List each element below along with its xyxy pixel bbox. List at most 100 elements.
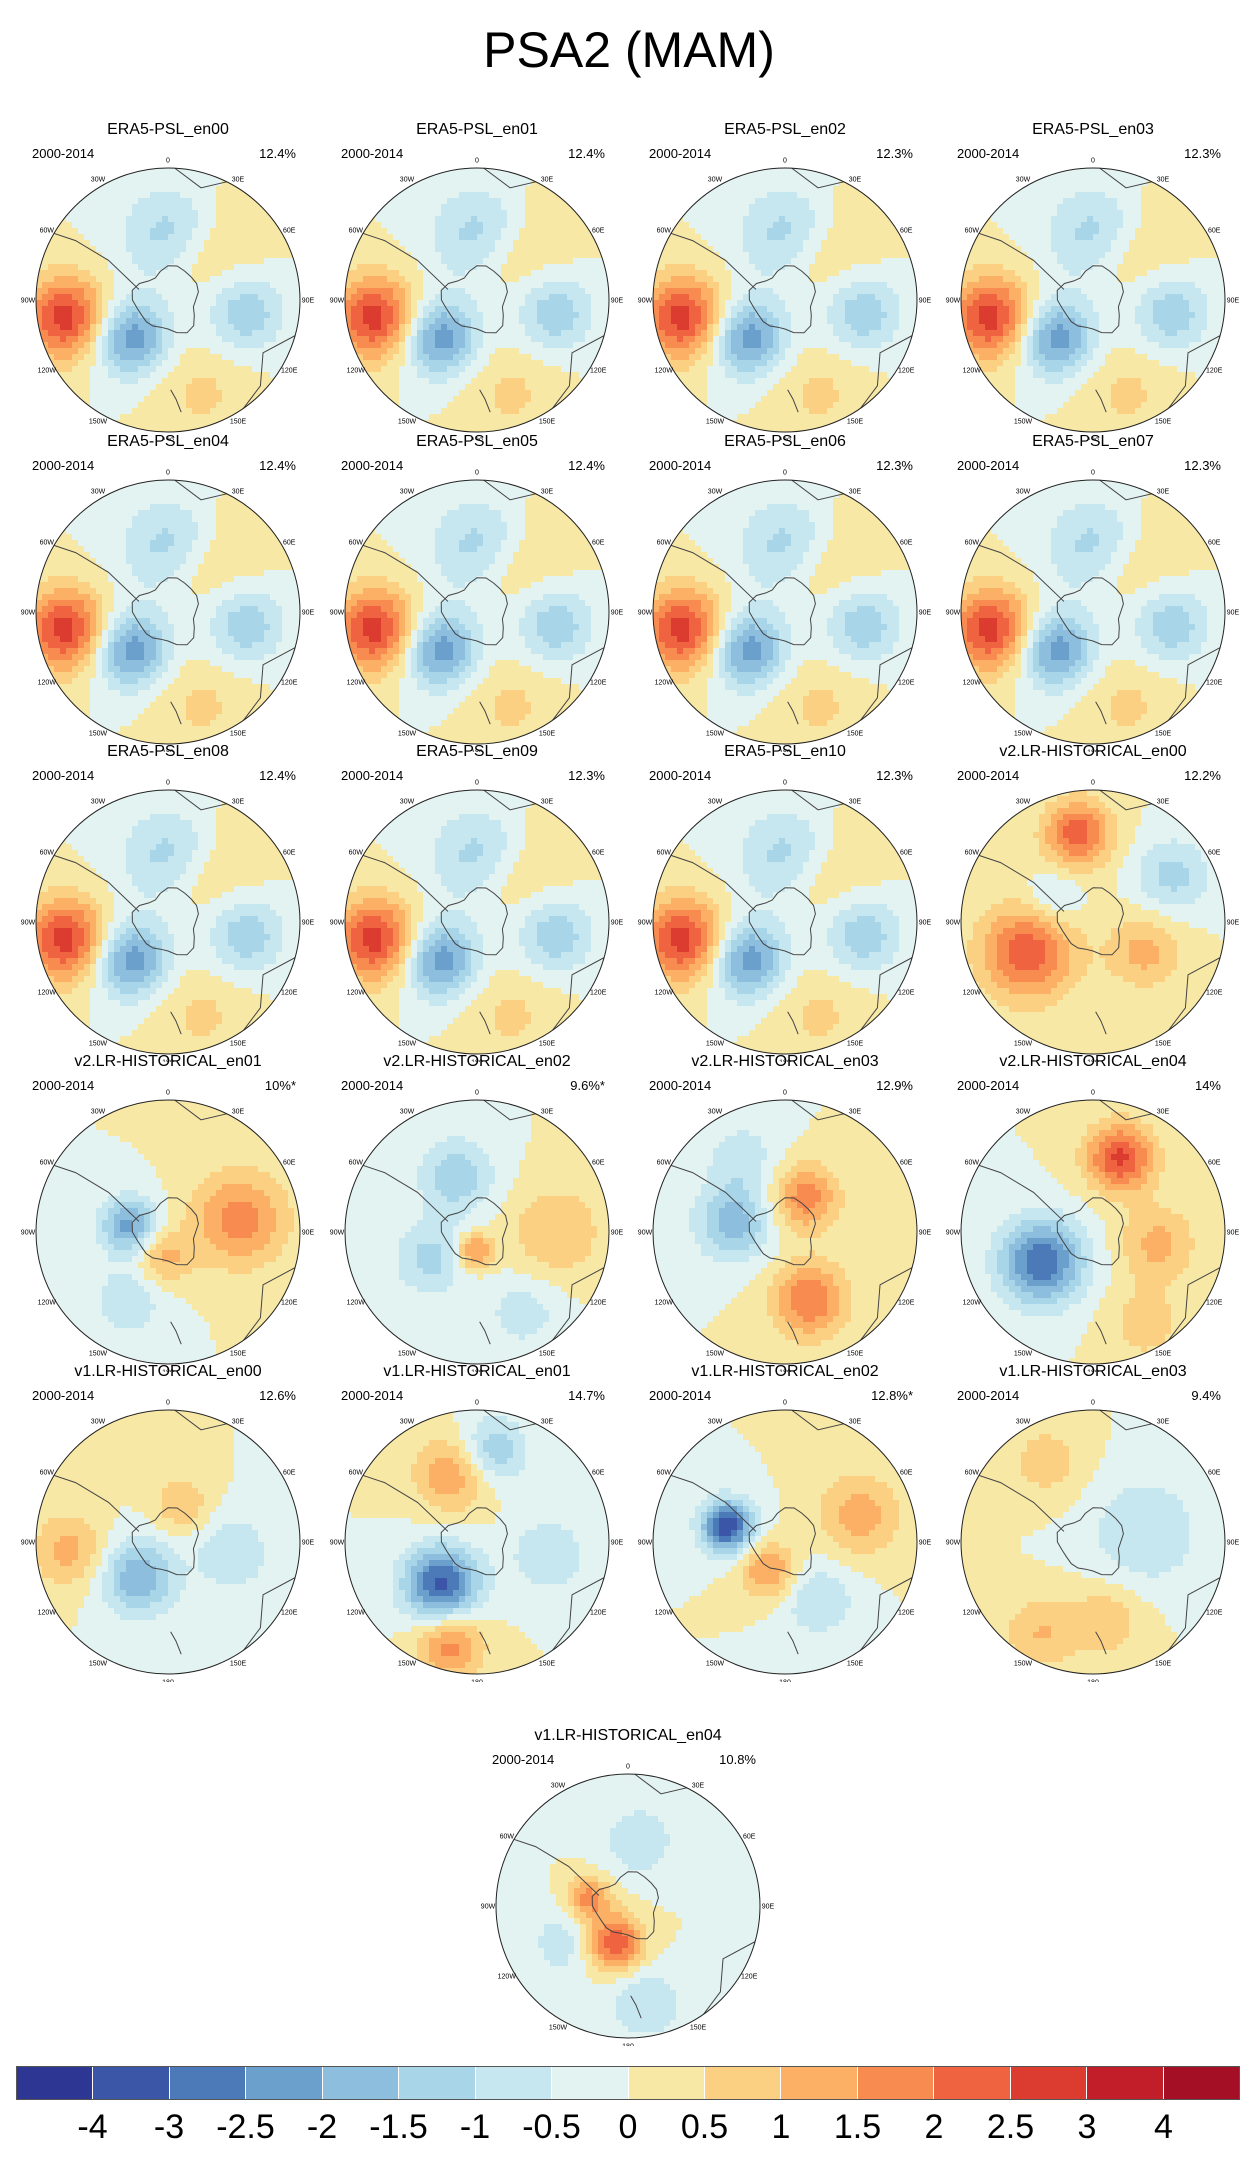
field-cell [875, 264, 882, 271]
field-cell [701, 354, 708, 361]
field-cell [543, 372, 550, 379]
field-cell [252, 318, 259, 325]
field-cell [252, 228, 259, 235]
field-cell [791, 336, 798, 343]
field-cell [893, 246, 900, 253]
field-cell [186, 372, 193, 379]
field-cell [120, 288, 127, 295]
field-cell [78, 210, 85, 217]
field-cell [108, 342, 115, 349]
field-cell [507, 288, 514, 295]
field-cell [749, 252, 756, 259]
field-cell [465, 330, 472, 337]
field-cell [441, 216, 448, 223]
field-cell [210, 180, 217, 187]
field-cell [246, 324, 253, 331]
field-cell [108, 414, 115, 421]
field-cell [701, 312, 708, 319]
field-cell [132, 222, 139, 229]
field-cell [441, 378, 448, 385]
field-cell [453, 336, 460, 343]
field-cell [767, 252, 774, 259]
field-cell [671, 288, 678, 295]
field-cell [264, 222, 271, 229]
field-cell [84, 372, 91, 379]
field-cell [216, 222, 223, 229]
field-cell [477, 420, 484, 427]
field-cell [369, 264, 376, 271]
field-cell [36, 318, 43, 325]
field-cell [779, 222, 786, 229]
field-cell [477, 252, 484, 259]
field-cell [833, 282, 840, 289]
field-cell [665, 252, 672, 259]
field-cell [156, 294, 163, 301]
field-cell [519, 216, 526, 223]
field-cell [120, 186, 127, 193]
field-cell [363, 318, 370, 325]
field-cell [821, 210, 828, 217]
field-cell [549, 300, 556, 307]
field-cell [495, 342, 502, 349]
field-cell [459, 288, 466, 295]
field-cell [579, 384, 586, 391]
field-cell [543, 228, 550, 235]
field-cell [150, 270, 157, 277]
field-cell [435, 216, 442, 223]
field-cell [659, 276, 666, 283]
field-cell [875, 198, 882, 205]
field-cell [707, 396, 714, 403]
field-cell [453, 264, 460, 271]
field-cell [695, 258, 702, 265]
field-cell [282, 348, 289, 355]
field-cell [767, 234, 774, 241]
field-cell [689, 348, 696, 355]
field-cell [761, 420, 768, 427]
field-cell [423, 258, 430, 265]
field-cell [234, 402, 241, 409]
field-cell [447, 408, 454, 415]
map-panel: 030E60E90E120E150E180150W120W90W60W30WER… [327, 120, 627, 440]
field-cell [893, 294, 900, 301]
field-cell [755, 390, 762, 397]
field-cell [761, 366, 768, 373]
field-cell [851, 210, 858, 217]
field-cell [531, 240, 538, 247]
field-cell [96, 396, 103, 403]
field-cell [459, 324, 466, 331]
field-cell [785, 330, 792, 337]
field-cell [519, 276, 526, 283]
field-cell [507, 210, 514, 217]
field-cell [585, 288, 592, 295]
field-cell [875, 336, 882, 343]
field-cell [126, 216, 133, 223]
field-cell [659, 318, 666, 325]
field-cell [264, 270, 271, 277]
field-cell [441, 366, 448, 373]
field-cell [381, 366, 388, 373]
field-cell [387, 246, 394, 253]
field-cell [743, 282, 750, 289]
field-cell [815, 330, 822, 337]
field-cell [423, 366, 430, 373]
field-cell [381, 276, 388, 283]
field-cell [84, 390, 91, 397]
field-cell [761, 396, 768, 403]
field-cell [489, 210, 496, 217]
field-cell [168, 300, 175, 307]
field-cell [851, 396, 858, 403]
field-cell [228, 258, 235, 265]
field-cell [833, 300, 840, 307]
field-cell [887, 306, 894, 313]
field-cell [707, 372, 714, 379]
field-cell [911, 318, 917, 325]
field-cell [725, 420, 732, 427]
field-cell [845, 330, 852, 337]
field-cell [803, 348, 810, 355]
field-cell [411, 300, 418, 307]
field-cell [477, 324, 484, 331]
field-cell [441, 180, 448, 187]
field-cell [821, 192, 828, 199]
field-cell [827, 384, 834, 391]
field-cell [411, 186, 418, 193]
